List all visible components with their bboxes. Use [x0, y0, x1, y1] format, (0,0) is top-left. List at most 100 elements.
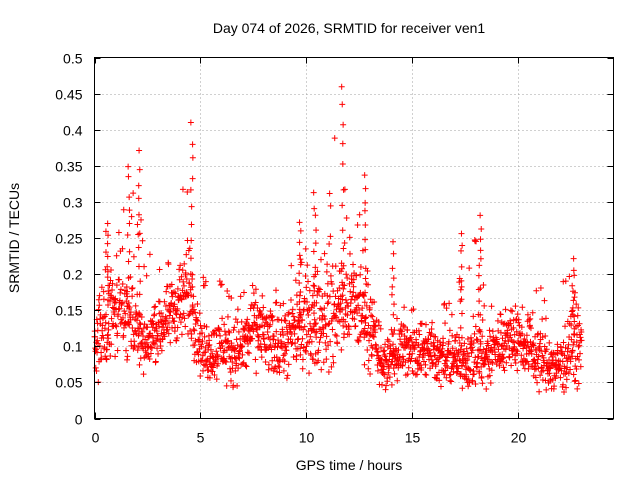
data-point: [314, 292, 321, 299]
data-point: [134, 221, 141, 228]
data-point: [334, 340, 341, 347]
data-point: [557, 374, 564, 381]
data-point: [563, 376, 570, 383]
data-point: [570, 371, 577, 378]
axis-ticks: 0 0.05 0.1 0.15 0.2 0.25 0.3 0.35 0.4 0.45 0.5 0 5 10…: [55, 51, 614, 446]
data-point: [119, 314, 126, 321]
data-point: [296, 292, 303, 299]
data-point: [326, 241, 333, 248]
data-point: [213, 356, 220, 363]
data-point: [205, 342, 212, 349]
data-point: [346, 280, 353, 287]
data-point: [275, 362, 282, 369]
data-point: [92, 364, 99, 371]
data-point: [410, 306, 417, 313]
data-point: [202, 278, 209, 285]
data-point: [457, 357, 464, 364]
data-point: [162, 320, 169, 327]
data-point: [108, 267, 115, 274]
data-point: [406, 335, 413, 342]
data-point: [470, 367, 477, 374]
data-point: [303, 343, 310, 350]
data-point: [249, 282, 256, 289]
data-point: [147, 350, 154, 357]
data-point: [199, 338, 206, 345]
data-point: [156, 323, 163, 330]
data-point: [565, 370, 572, 377]
data-point: [511, 343, 518, 350]
data-point: [167, 309, 174, 316]
data-point: [219, 315, 226, 322]
data-point: [362, 289, 369, 296]
data-point: [366, 337, 373, 344]
data-point: [374, 367, 381, 374]
data-point: [381, 352, 388, 359]
data-point: [223, 382, 230, 389]
data-point: [414, 365, 421, 372]
data-point: [158, 310, 165, 317]
data-point: [571, 378, 578, 385]
data-point: [394, 377, 401, 384]
data-point: [235, 354, 242, 361]
data-point: [447, 371, 454, 378]
data-point: [361, 207, 368, 214]
data-point: [188, 221, 195, 228]
data-point: [189, 302, 196, 309]
data-point: [242, 362, 249, 369]
data-point: [192, 337, 199, 344]
data-point: [471, 330, 478, 337]
data-point: [276, 369, 283, 376]
data-point: [149, 324, 156, 331]
data-point: [575, 380, 582, 387]
data-point: [518, 324, 525, 331]
x-tick-label: 10: [299, 430, 315, 446]
data-point: [380, 348, 387, 355]
data-point: [224, 313, 231, 320]
data-point: [478, 373, 485, 380]
data-point: [152, 341, 159, 348]
data-point: [440, 339, 447, 346]
data-point: [124, 303, 131, 310]
data-point: [94, 337, 101, 344]
data-point: [218, 281, 225, 288]
data-point: [476, 328, 483, 335]
data-point: [513, 347, 520, 354]
data-point: [354, 222, 361, 229]
data-point: [578, 329, 585, 336]
data-point: [284, 372, 291, 379]
data-point: [477, 311, 484, 318]
data-point: [112, 322, 119, 329]
data-point: [189, 154, 196, 161]
data-point: [268, 313, 275, 320]
data-point: [282, 317, 289, 324]
data-point: [332, 263, 339, 270]
data-point: [224, 288, 231, 295]
data-point: [119, 299, 126, 306]
data-point: [178, 296, 185, 303]
data-point: [340, 186, 347, 193]
data-point: [229, 358, 236, 365]
data-point: [407, 334, 414, 341]
data-point: [321, 250, 328, 257]
data-point: [95, 296, 102, 303]
data-point: [481, 302, 488, 309]
data-point: [323, 346, 330, 353]
data-point: [571, 325, 578, 332]
data-point: [573, 365, 580, 372]
data-point: [367, 370, 374, 377]
data-point: [450, 351, 457, 358]
data-point: [499, 335, 506, 342]
data-point: [104, 263, 111, 270]
data-point: [288, 340, 295, 347]
data-point: [311, 205, 318, 212]
data-point: [464, 350, 471, 357]
data-point: [575, 304, 582, 311]
data-point: [105, 302, 112, 309]
data-point: [509, 338, 516, 345]
data-point: [539, 316, 546, 323]
data-point: [391, 370, 398, 377]
data-point: [472, 323, 479, 330]
data-point: [327, 233, 334, 240]
data-point: [332, 293, 339, 300]
data-point: [211, 372, 218, 379]
